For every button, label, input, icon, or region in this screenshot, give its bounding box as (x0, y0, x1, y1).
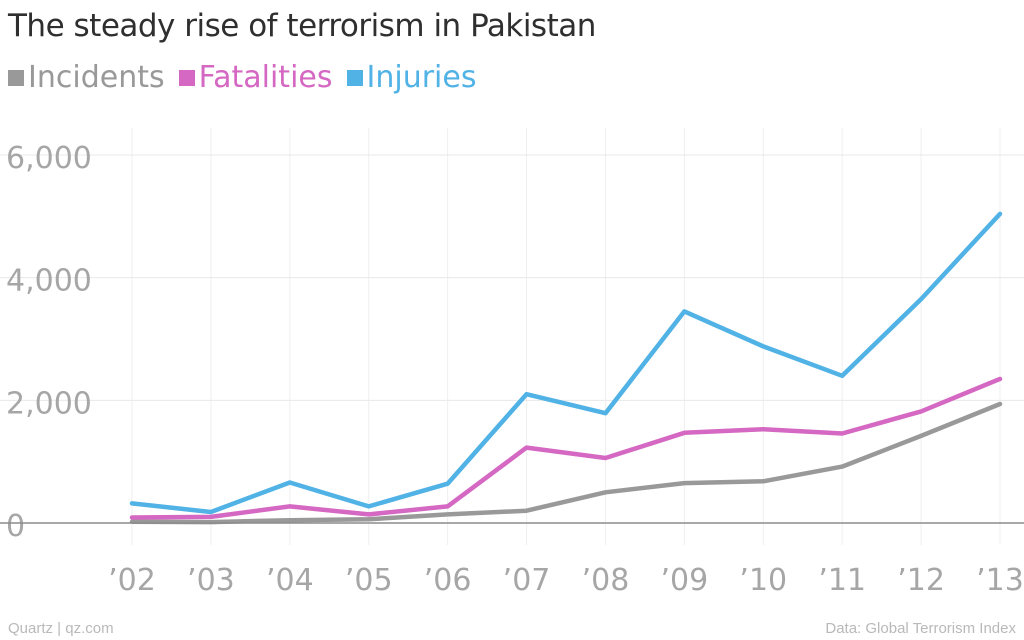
x-tick-label: ’06 (424, 563, 472, 598)
credit-text: Quartz | qz.com (8, 620, 114, 637)
x-tick-label: ’03 (187, 563, 235, 598)
x-tick-label: ’09 (661, 563, 709, 598)
x-tick-label: ’05 (345, 563, 393, 598)
series-line-incidents (129, 401, 1003, 525)
legend-item-incidents: Incidents (8, 60, 165, 95)
legend-label-incidents: Incidents (28, 60, 165, 95)
series-line-injuries (129, 211, 1003, 515)
legend-label-injuries: Injuries (366, 60, 477, 95)
x-tick-label: ’08 (582, 563, 630, 598)
x-tick-label: ’13 (976, 563, 1024, 598)
legend: Incidents Fatalities Injuries (8, 60, 476, 95)
x-tick-label: ’02 (108, 563, 156, 598)
y-tick-label: 0 (6, 509, 25, 544)
x-tick-label: ’10 (739, 563, 787, 598)
x-tick-label: ’12 (897, 563, 945, 598)
series-line-fatalities (129, 376, 1003, 520)
source-text: Data: Global Terrorism Index (825, 620, 1016, 637)
y-tick-label: 6,000 (6, 141, 92, 176)
y-tick-label: 4,000 (6, 264, 92, 299)
legend-item-injuries: Injuries (346, 60, 477, 95)
legend-swatch-incidents (8, 69, 24, 86)
x-tick-label: ’04 (266, 563, 314, 598)
x-tick-label: ’11 (818, 563, 866, 598)
y-tick-label: 2,000 (6, 386, 92, 421)
legend-item-fatalities: Fatalities (178, 60, 333, 95)
x-tick-label: ’07 (503, 563, 551, 598)
legend-swatch-fatalities (178, 69, 195, 86)
legend-swatch-injuries (346, 69, 363, 86)
chart-title: The steady rise of terrorism in Pakistan (8, 8, 596, 44)
legend-label-fatalities: Fatalities (198, 60, 333, 95)
